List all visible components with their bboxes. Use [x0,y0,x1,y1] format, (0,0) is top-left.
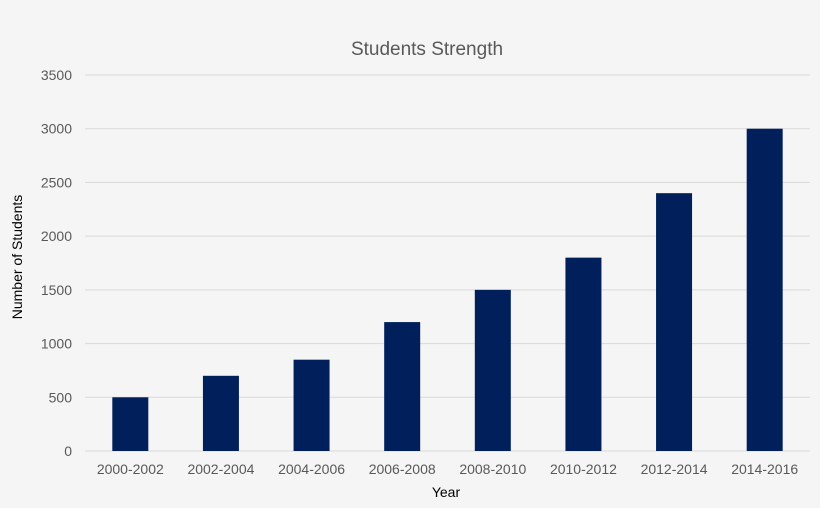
x-tick-label: 2002-2004 [187,461,254,477]
x-axis-label: Year [432,484,461,500]
x-tick-label: 2000-2002 [97,461,164,477]
x-tick-label: 2006-2008 [369,461,436,477]
y-tick-label: 500 [49,389,73,405]
x-axis-ticks: 2000-2002 2002-2004 2004-2006 2006-2008 2008… [97,461,799,477]
bar-2002-2004 [202,375,239,451]
bar-2014-2016 [746,128,783,451]
y-tick-label: 1000 [41,336,72,352]
bars [112,128,783,451]
y-tick-label: 2000 [41,228,72,244]
x-tick-label: 2008-2010 [459,461,526,477]
y-tick-label: 3500 [41,67,72,83]
y-tick-label: 1500 [41,282,72,298]
bar-2008-2010 [474,289,511,451]
gridlines [85,74,810,452]
y-tick-label: 3000 [41,121,72,137]
bar-2004-2006 [293,359,330,451]
y-axis-label: Number of Students [9,195,25,320]
x-tick-label: 2004-2006 [278,461,345,477]
y-tick-label: 2500 [41,174,72,190]
x-tick-label: 2012-2014 [641,461,708,477]
y-axis-ticks: 0 500 1000 1500 2000 2500 3000 3500 [41,67,72,459]
bar-2012-2014 [656,193,693,451]
x-tick-label: 2010-2012 [550,461,617,477]
x-tick-label: 2014-2016 [731,461,798,477]
bar-2010-2012 [565,257,602,451]
chart-title: Students Strength [351,39,503,60]
y-tick-label: 0 [64,443,72,459]
bar-2000-2002 [112,397,149,451]
bar-2006-2008 [384,322,421,451]
